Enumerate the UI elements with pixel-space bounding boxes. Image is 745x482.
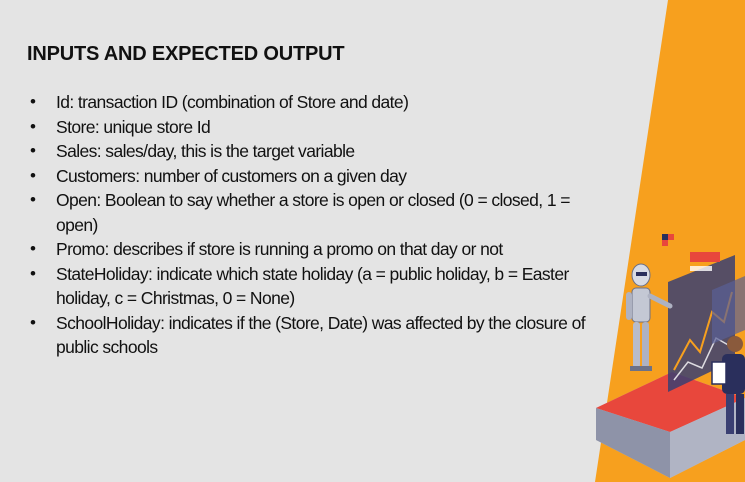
bullet-list: • Id: transaction ID (combination of Stor…	[22, 90, 602, 360]
list-item-text: Open: Boolean to say whether a store is …	[56, 190, 570, 235]
list-item: • Sales: sales/day, this is the target va…	[22, 139, 602, 164]
list-item: • Id: transaction ID (combination of Stor…	[22, 90, 602, 115]
list-item-text: Customers: number of customers on a give…	[56, 165, 407, 186]
list-item: • SchoolHoliday: indicates if the (Store,…	[22, 311, 602, 360]
bullet-icon: •	[30, 116, 36, 136]
bullet-icon: •	[30, 141, 36, 160]
list-item: • Promo: describes if store is running a …	[22, 237, 602, 262]
list-item-text: StateHoliday: indicate which state holid…	[56, 263, 569, 309]
slide-title: INPUTS AND EXPECTED OUTPUT	[27, 43, 345, 65]
chart-dashboard-icon	[668, 252, 745, 392]
list-item-text: Store: unique store Id	[56, 116, 211, 137]
list-item: • Open: Boolean to say whether a store is…	[22, 188, 602, 237]
list-item-text: Id: transaction ID (combination of Store…	[56, 92, 409, 112]
list-item: • Customers: number of customers on a giv…	[22, 164, 602, 189]
platform-icon	[596, 372, 745, 478]
bullet-icon: •	[30, 239, 36, 258]
bullet-icon: •	[30, 190, 36, 209]
list-item-text: Sales: sales/day, this is the target var…	[56, 141, 355, 161]
square-accent-icon	[662, 234, 674, 246]
bullet-icon: •	[30, 92, 36, 111]
bullet-icon: •	[30, 263, 36, 283]
list-item-text: SchoolHoliday: indicates if the (Store, …	[56, 312, 586, 358]
list-item: • StateHoliday: indicate which state holi…	[22, 262, 602, 311]
list-item-text: Promo: describes if store is running a p…	[56, 239, 503, 259]
list-item: • Store: unique store Id	[22, 115, 602, 140]
bullet-icon: •	[30, 165, 36, 185]
person-with-tablet-icon	[711, 336, 745, 434]
robot-icon	[626, 263, 673, 371]
bullet-icon: •	[30, 312, 36, 332]
